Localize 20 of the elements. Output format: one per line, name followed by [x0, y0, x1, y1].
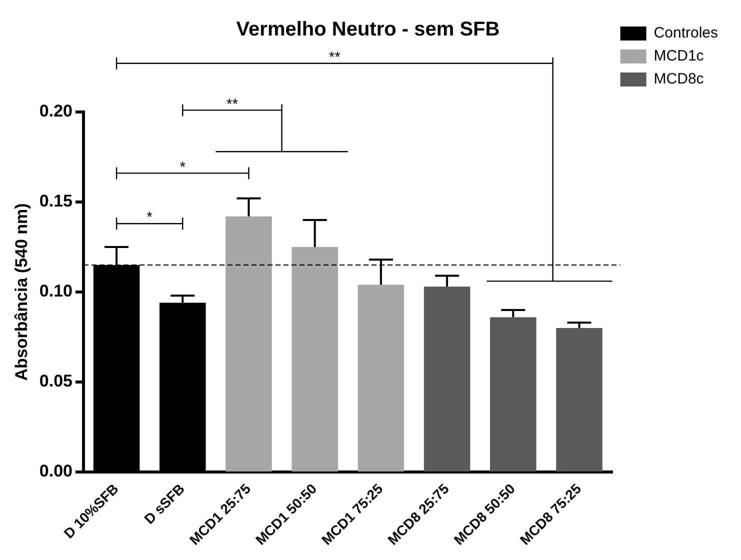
bar: [556, 328, 602, 472]
bar: [226, 216, 272, 472]
bar: [358, 284, 404, 472]
annotation: **: [226, 96, 238, 113]
legend-label: MCD1c: [654, 48, 704, 65]
y-tick-label: 0.10: [39, 282, 72, 301]
bar: [424, 286, 470, 472]
y-tick-label: 0.20: [39, 102, 72, 121]
legend-label: Controles: [654, 24, 718, 42]
y-tick-label: 0.15: [39, 192, 72, 211]
bar: [292, 247, 338, 472]
y-axis-title: Absorbância (540 nm): [12, 203, 31, 381]
legend-label: MCD8c: [654, 70, 704, 88]
y-tick-label: 0.00: [39, 462, 72, 481]
chart-title: Vermelho Neutro - sem SFB: [236, 18, 500, 41]
y-tick-label: 0.05: [39, 372, 72, 391]
annotation: *: [180, 158, 186, 176]
bar: [490, 317, 536, 472]
text: **: [328, 49, 341, 66]
annotation: *: [146, 209, 153, 226]
